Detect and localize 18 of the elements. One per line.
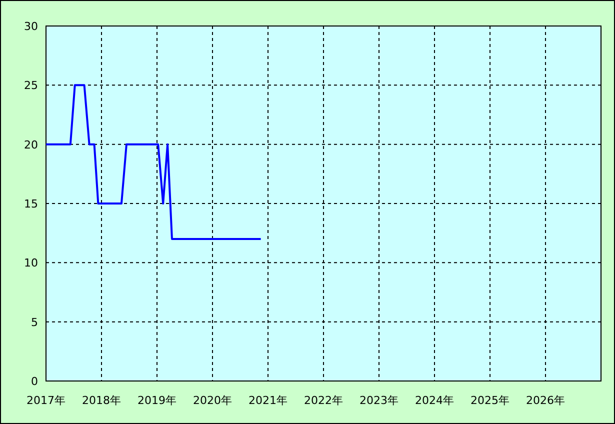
y-tick-label: 5 xyxy=(31,316,38,329)
y-tick-label: 15 xyxy=(24,198,38,210)
y-tick-label: 30 xyxy=(24,20,38,33)
y-tick-label: 20 xyxy=(24,138,38,152)
x-tick-label: 2023年 xyxy=(360,394,398,407)
x-tick-label: 2019年 xyxy=(138,394,176,407)
y-tick-label: 25 xyxy=(24,79,38,92)
x-tick-label: 2025年 xyxy=(470,394,510,407)
y-tick-label: 0 xyxy=(31,375,38,388)
x-tick-label: 2017年 xyxy=(26,394,66,407)
y-tick-label: 10 xyxy=(24,256,38,270)
x-tick-label: 2024年 xyxy=(415,394,454,407)
x-tick-label: 2021年 xyxy=(248,394,288,407)
x-tick-label: 2020年 xyxy=(193,394,232,407)
x-tick-label: 2026年 xyxy=(526,394,565,407)
x-tick-label: 2022年 xyxy=(304,394,343,407)
line-series xyxy=(45,84,262,240)
x-tick-label: 2018年 xyxy=(82,394,121,407)
